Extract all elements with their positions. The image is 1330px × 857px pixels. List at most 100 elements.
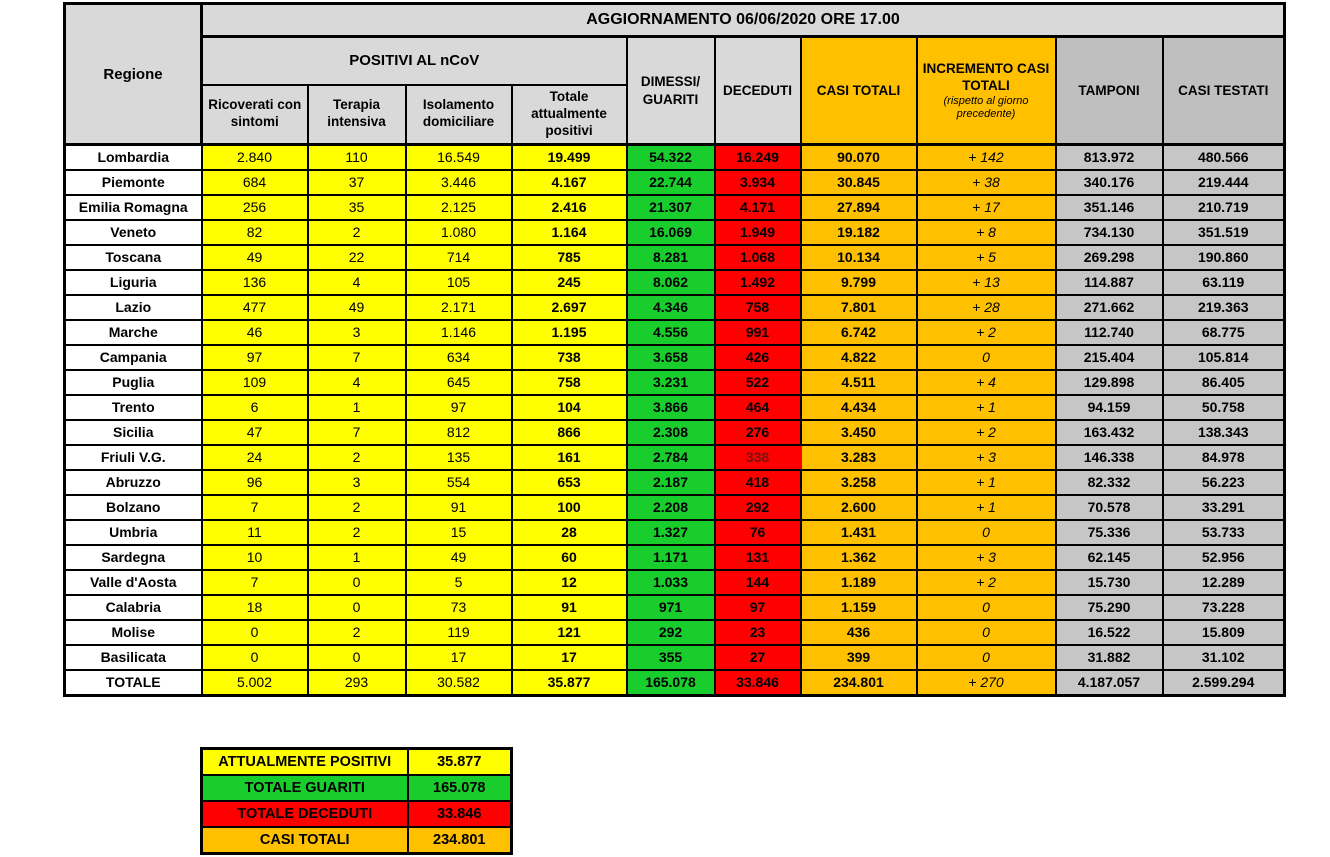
isolamento-cell: 1.080 — [404, 218, 513, 246]
ricoverati-cell: 7 — [200, 493, 309, 521]
tamponi-cell: 62.145 — [1054, 543, 1164, 571]
region-name-cell: Veneto — [63, 218, 203, 246]
casi-totali-cell: 7.801 — [799, 293, 918, 321]
casi-totali-cell: 10.134 — [799, 243, 918, 271]
terapia-intensiva-cell: 2 — [306, 443, 407, 471]
region-name-cell: Marche — [63, 318, 203, 346]
dimessi-guariti-cell: 54.322 — [625, 143, 716, 171]
casi-totali-cell: 30.845 — [799, 168, 918, 196]
incremento-cell: + 142 — [915, 143, 1057, 171]
region-name-cell: Toscana — [63, 243, 203, 271]
terapia-intensiva-cell: 2 — [306, 518, 407, 546]
ricoverati-cell: 0 — [200, 643, 309, 671]
incremento-header-note: (rispetto al giorno precedente) — [943, 94, 1029, 121]
totale-positivi-cell: 17 — [510, 643, 628, 671]
dimessi-guariti-cell: 2.308 — [625, 418, 716, 446]
casi-totali-cell: 2.600 — [799, 493, 918, 521]
casi-testati-cell: 105.814 — [1161, 343, 1286, 371]
isolamento-cell: 17 — [404, 643, 513, 671]
ricoverati-cell: 5.002 — [200, 668, 309, 697]
table-row: Toscana 49 22 714 785 8.281 1.068 10.134 + 5 269.… — [63, 243, 1286, 271]
isolamento-cell: 105 — [404, 268, 513, 296]
total-row: TOTALE 5.002 293 30.582 35.877 165.078 33.846 2… — [63, 668, 1286, 697]
dimessi-guariti-cell: 1.033 — [625, 568, 716, 596]
deceduti-cell: 76 — [713, 518, 802, 546]
tamponi-cell: 94.159 — [1054, 393, 1164, 421]
region-name-cell: Puglia — [63, 368, 203, 396]
regione-column-header: Regione — [63, 2, 203, 146]
incremento-cell: + 2 — [915, 568, 1057, 596]
incremento-cell: 0 — [915, 343, 1057, 371]
incremento-cell: + 1 — [915, 393, 1057, 421]
table-row: Puglia 109 4 645 758 3.231 522 4.511 + 4 129.898 8… — [63, 368, 1286, 396]
dimessi-guariti-cell: 2.187 — [625, 468, 716, 496]
terapia-intensiva-cell: 37 — [306, 168, 407, 196]
ricoverati-cell: 136 — [200, 268, 309, 296]
deceduti-cell: 4.171 — [713, 193, 802, 221]
ricoverati-cell: 684 — [200, 168, 309, 196]
isolamento-cell: 3.446 — [404, 168, 513, 196]
tamponi-cell: 813.972 — [1054, 143, 1164, 171]
casi-testati-cell: 73.228 — [1161, 593, 1286, 621]
region-name-cell: TOTALE — [63, 668, 203, 697]
region-name-cell: Bolzano — [63, 493, 203, 521]
totale-positivi-cell: 104 — [510, 393, 628, 421]
totale-positivi-cell: 785 — [510, 243, 628, 271]
terapia-intensiva-cell: 110 — [306, 143, 407, 171]
totale-positivi-cell: 100 — [510, 493, 628, 521]
dimessi-guariti-cell: 971 — [625, 593, 716, 621]
region-name-cell: Trento — [63, 393, 203, 421]
table-row: Basilicata 0 0 17 17 355 27 399 0 31.882 31.102 — [63, 643, 1286, 671]
dimessi-guariti-cell: 4.556 — [625, 318, 716, 346]
tamponi-cell: 75.290 — [1054, 593, 1164, 621]
casi-totali-cell: 234.801 — [799, 668, 918, 697]
deceduti-cell: 33.846 — [713, 668, 802, 697]
region-name-cell: Lazio — [63, 293, 203, 321]
casi-testati-cell: 68.775 — [1161, 318, 1286, 346]
terapia-intensiva-cell: 0 — [306, 568, 407, 596]
casi-totali-cell: 27.894 — [799, 193, 918, 221]
casi-totali-cell: 3.283 — [799, 443, 918, 471]
terapia-intensiva-cell: 1 — [306, 393, 407, 421]
table-row: Valle d'Aosta 7 0 5 12 1.033 144 1.189 + 2 15.730… — [63, 568, 1286, 596]
tamponi-cell: 112.740 — [1054, 318, 1164, 346]
table-row: Molise 0 2 119 121 292 23 436 0 16.522 15.809 — [63, 618, 1286, 646]
region-name-cell: Liguria — [63, 268, 203, 296]
summary-value-cell: 33.846 — [406, 800, 513, 828]
ricoverati-cell: 109 — [200, 368, 309, 396]
dimessi-guariti-cell: 292 — [625, 618, 716, 646]
summary-value-cell: 35.877 — [406, 747, 513, 776]
casi-testati-cell: 219.444 — [1161, 168, 1286, 196]
incremento-cell: + 2 — [915, 318, 1057, 346]
incremento-cell: + 4 — [915, 368, 1057, 396]
ricoverati-cell: 46 — [200, 318, 309, 346]
casi-testati-cell: 50.758 — [1161, 393, 1286, 421]
dimessi-guariti-cell: 16.069 — [625, 218, 716, 246]
ricoverati-cell: 18 — [200, 593, 309, 621]
tamponi-cell: 215.404 — [1054, 343, 1164, 371]
ricoverati-cell: 256 — [200, 193, 309, 221]
incremento-cell: + 38 — [915, 168, 1057, 196]
dimessi-guariti-cell: 3.658 — [625, 343, 716, 371]
dimessi-guariti-cell: 22.744 — [625, 168, 716, 196]
deceduti-cell: 338 — [713, 443, 802, 471]
casi-totali-cell: 399 — [799, 643, 918, 671]
table-row: Piemonte 684 37 3.446 4.167 22.744 3.934 30.845… — [63, 168, 1286, 196]
casi-testati-cell: 480.566 — [1161, 143, 1286, 171]
terapia-intensiva-cell: 0 — [306, 643, 407, 671]
terapia-intensiva-cell: 7 — [306, 418, 407, 446]
terapia-intensiva-cell: 3 — [306, 318, 407, 346]
casi-totali-header: CASI TOTALI — [799, 35, 918, 146]
casi-totali-cell: 9.799 — [799, 268, 918, 296]
totale-positivi-cell: 245 — [510, 268, 628, 296]
incremento-cell: 0 — [915, 618, 1057, 646]
casi-testati-cell: 86.405 — [1161, 368, 1286, 396]
region-name-cell: Sicilia — [63, 418, 203, 446]
region-name-cell: Sardegna — [63, 543, 203, 571]
title-row: Regione AGGIORNAMENTO 06/06/2020 ORE 17.… — [63, 2, 1286, 146]
summary-value-cell: 234.801 — [406, 826, 513, 855]
isolamento-cell: 119 — [404, 618, 513, 646]
group-header-row: POSITIVI AL nCoV DIMESSI/ GUARITI DECEDU… — [65, 35, 1286, 146]
tamponi-cell: 146.338 — [1054, 443, 1164, 471]
casi-testati-cell: 31.102 — [1161, 643, 1286, 671]
